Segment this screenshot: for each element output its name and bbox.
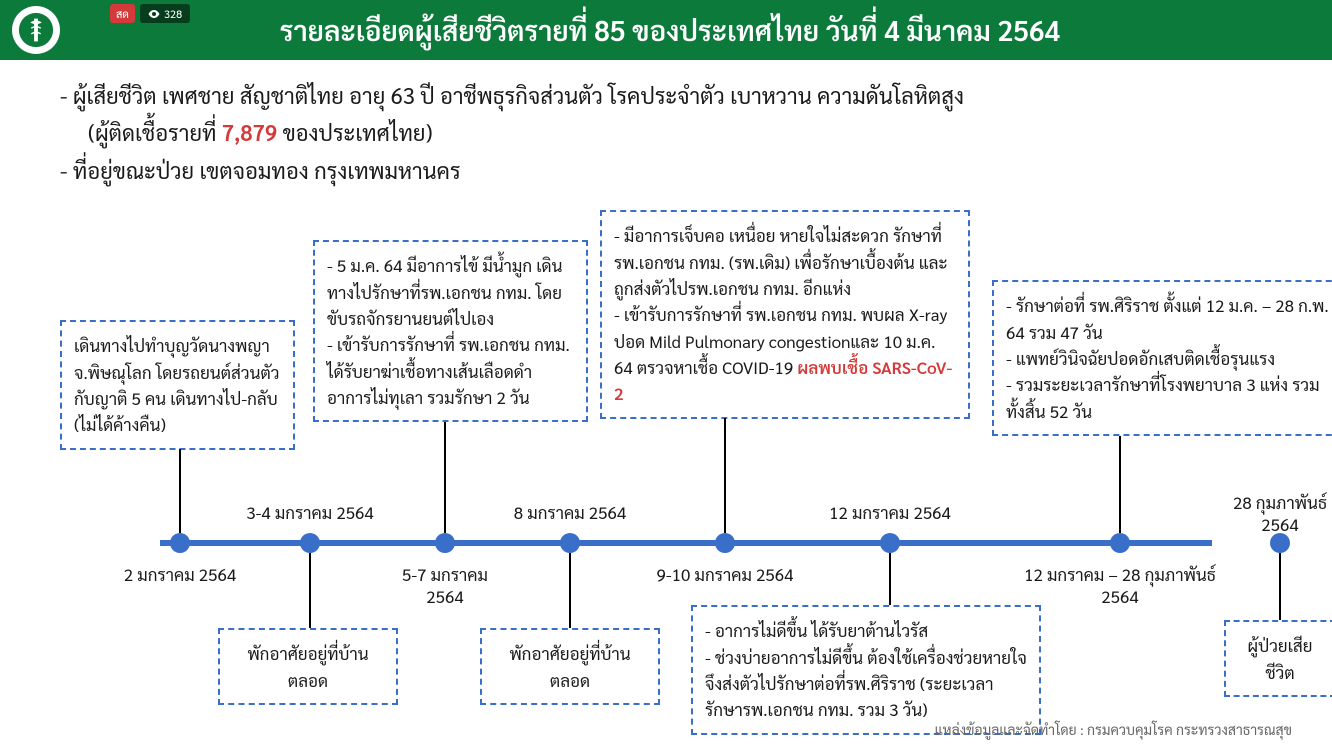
timeline-connector xyxy=(444,422,446,533)
case-suffix: ของประเทศไทย) xyxy=(277,119,432,147)
timeline-box: เดินทางไปทำบุญวัดนางพญา จ.พิษณุโลก โดยรถ… xyxy=(60,320,295,449)
patient-address: - ที่อยู่ขณะป่วย เขตจอมทอง กรุงเทพมหานคร xyxy=(60,153,1292,190)
timeline-connector xyxy=(1119,436,1121,533)
timeline-box: พักอาศัยอยู่ที่บ้านตลอด xyxy=(480,628,660,705)
moph-logo xyxy=(12,6,60,54)
timeline-connector xyxy=(724,418,726,533)
content-area: - ผู้เสียชีวิต เพศชาย สัญชาติไทย อายุ 63… xyxy=(0,60,1332,730)
timeline-box: พักอาศัยอยู่ที่บ้านตลอด xyxy=(218,628,398,705)
timeline-connector xyxy=(889,553,891,605)
timeline-box: - มีอาการเจ็บคอ เหนื่อย หายใจไม่สะดวก รั… xyxy=(600,210,970,418)
timeline-node xyxy=(170,533,190,553)
case-number: 7,879 xyxy=(222,119,277,147)
timeline-date-above: 8 มกราคม 2564 xyxy=(514,501,626,523)
page-title: รายละเอียดผู้เสียชีวิตรายที่ 85 ของประเท… xyxy=(80,12,1260,48)
timeline-box: ผู้ป่วยเสียชีวิต xyxy=(1224,620,1332,697)
timeline-box: - 5 ม.ค. 64 มีอาการไข้ มีน้ำมูก เดินทางไ… xyxy=(313,240,588,422)
timeline-node xyxy=(880,533,900,553)
timeline-date-below: 12 มกราคม – 28 กุมภาพันธ์2564 xyxy=(1024,563,1216,607)
timeline-node xyxy=(1110,533,1130,553)
patient-case-number: (ผู้ติดเชื้อรายที่ 7,879 ของประเทศไทย) xyxy=(60,115,1292,152)
footer-credit: แหล่งข้อมูลและจัดทำโดย : กรมควบคุมโรค กร… xyxy=(935,721,1292,739)
timeline-date-above: 12 มกราคม 2564 xyxy=(829,501,951,523)
timeline-node xyxy=(1270,533,1290,553)
timeline-date-below: 5-7 มกราคม2564 xyxy=(402,563,488,607)
page-header: สด 328 รายละเอียดผู้เสียชีวิตรายที่ 85 ข… xyxy=(0,0,1332,60)
timeline-box: - อาการไม่ดีขึ้น ได้รับยาต้านไวรัส- ช่วง… xyxy=(691,605,1041,734)
timeline-date-below: 2 มกราคม 2564 xyxy=(124,563,236,585)
view-count-number: 328 xyxy=(164,6,182,21)
timeline-date-below: 9-10 มกราคม 2564 xyxy=(657,563,794,585)
patient-summary-line1: - ผู้เสียชีวิต เพศชาย สัญชาติไทย อายุ 63… xyxy=(60,78,1292,115)
timeline-connector xyxy=(1279,553,1281,620)
timeline-connector xyxy=(569,553,571,628)
timeline-node xyxy=(715,533,735,553)
timeline-node xyxy=(435,533,455,553)
timeline-node xyxy=(560,533,580,553)
timeline-connector xyxy=(309,553,311,628)
view-count: 328 xyxy=(140,4,190,23)
timeline-node xyxy=(300,533,320,553)
live-badge: สด xyxy=(110,4,135,23)
timeline-date-above: 3-4 มกราคม 2564 xyxy=(246,501,374,523)
timeline-box: - รักษาต่อที่ รพ.ศิริราช ตั้งแต่ 12 ม.ค.… xyxy=(992,280,1332,436)
timeline-connector xyxy=(179,449,181,533)
eye-icon xyxy=(148,8,160,20)
timeline-date-above: 28 กุมภาพันธ์2564 xyxy=(1233,491,1327,535)
case-prefix: (ผู้ติดเชื้อรายที่ xyxy=(88,119,222,147)
timeline: 2 มกราคม 2564 3-4 มกราคม 2564 5-7 มกราคม25… xyxy=(60,210,1292,730)
